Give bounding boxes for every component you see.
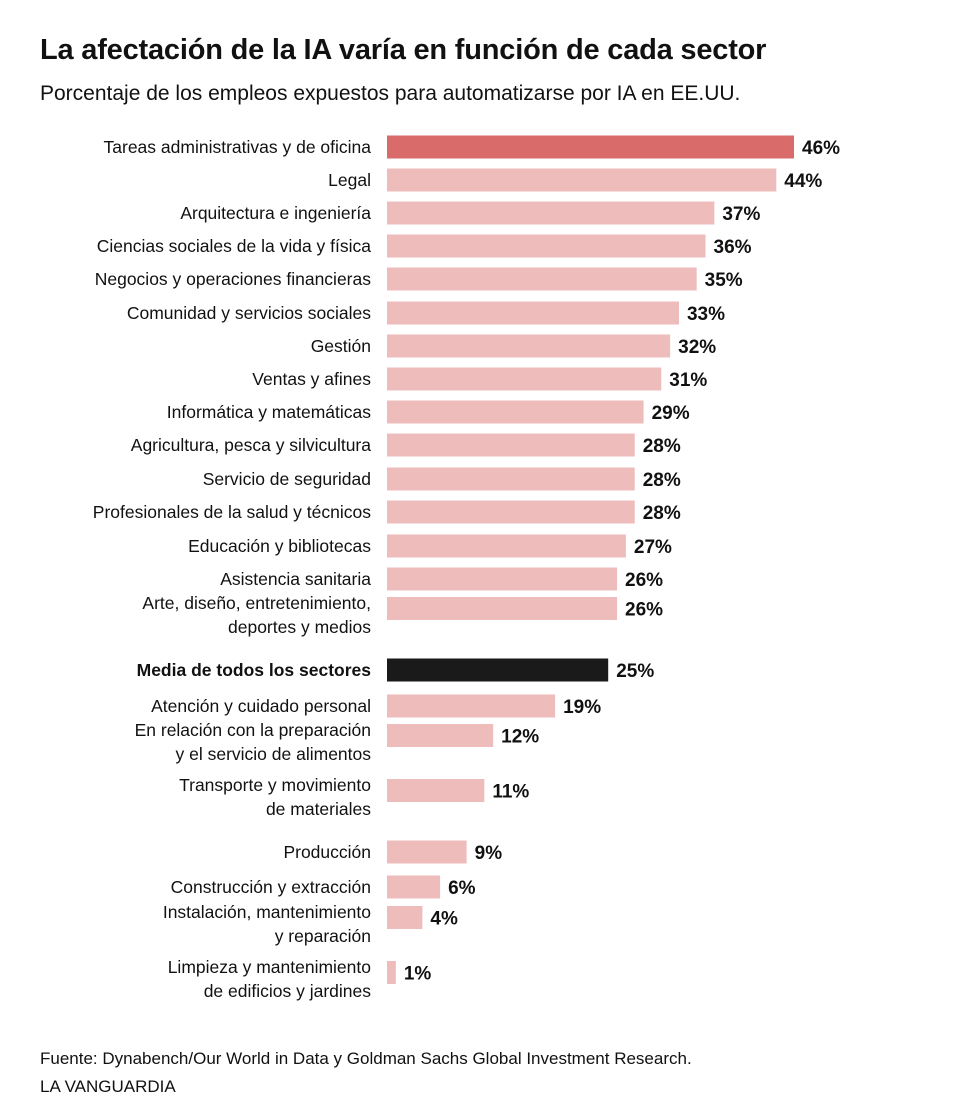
- category-label-17-0: En relación con la preparación: [135, 720, 371, 740]
- data-label-5: 33%: [687, 304, 725, 325]
- chart-subtitle: Porcentaje de los empleos expuestos para…: [40, 82, 741, 105]
- bar-11: [387, 500, 635, 524]
- bar-2: [387, 201, 715, 225]
- category-label-5-0: Comunidad y servicios sociales: [127, 303, 371, 323]
- category-label-15-0: Media de todos los sectores: [137, 660, 372, 680]
- category-label-11-0: Profesionales de la salud y técnicos: [93, 502, 371, 522]
- data-label-11: 28%: [643, 503, 681, 524]
- data-label-9: 28%: [643, 436, 681, 457]
- category-label-18-1: de materiales: [266, 799, 371, 819]
- source-note: Fuente: Dynabench/Our World in Data y Go…: [40, 1049, 692, 1068]
- data-label-22: 1%: [404, 964, 432, 985]
- data-label-10: 28%: [643, 470, 681, 491]
- data-label-1: 44%: [784, 171, 822, 192]
- bar-18: [387, 779, 485, 802]
- data-label-16: 19%: [563, 697, 601, 718]
- data-label-15: 25%: [616, 661, 654, 682]
- bar-9: [387, 433, 635, 457]
- category-label-4-0: Negocios y operaciones financieras: [95, 269, 372, 289]
- bar-4: [387, 267, 697, 291]
- data-label-13: 26%: [625, 570, 663, 591]
- data-label-4: 35%: [705, 270, 743, 291]
- category-label-17-1: y el servicio de alimentos: [176, 744, 372, 764]
- category-label-20-0: Construcción y extracción: [171, 877, 371, 897]
- category-label-0-0: Tareas administrativas y de oficina: [104, 137, 372, 157]
- data-label-19: 9%: [475, 843, 503, 864]
- bar-17: [387, 724, 494, 747]
- category-label-12-0: Educación y bibliotecas: [188, 536, 371, 556]
- category-label-14-1: deportes y medios: [228, 617, 371, 637]
- bar-1: [387, 168, 777, 192]
- category-label-22-1: de edificios y jardines: [204, 981, 372, 1001]
- category-label-1-0: Legal: [328, 170, 371, 190]
- bar-13: [387, 567, 618, 591]
- brand-name: LA VANGUARDIA: [40, 1077, 176, 1096]
- bar-21: [387, 906, 423, 929]
- data-label-8: 29%: [652, 403, 690, 424]
- category-label-9-0: Agricultura, pesca y silvicultura: [131, 435, 371, 455]
- data-label-18: 11%: [492, 782, 529, 803]
- category-label-7-0: Ventas y afines: [252, 369, 371, 389]
- category-label-22-0: Limpieza y mantenimiento: [168, 957, 371, 977]
- bar-5: [387, 301, 679, 325]
- data-label-17: 12%: [501, 727, 539, 748]
- bar-chart: 46% Tareas administrativas y de oficina 44…: [93, 135, 840, 1001]
- bar-10: [387, 467, 635, 491]
- data-label-7: 31%: [669, 370, 707, 391]
- data-label-12: 27%: [634, 537, 672, 558]
- bar-12: [387, 534, 626, 558]
- category-label-19-0: Producción: [283, 842, 371, 862]
- data-label-20: 6%: [448, 878, 476, 899]
- bar-14: [387, 597, 618, 620]
- category-label-3-0: Ciencias sociales de la vida y física: [97, 236, 372, 256]
- bar-7: [387, 367, 662, 391]
- data-label-0: 46%: [802, 138, 840, 159]
- bar-16: [387, 694, 556, 718]
- bar-19: [387, 840, 467, 864]
- data-label-2: 37%: [722, 204, 760, 225]
- category-label-14-0: Arte, diseño, entretenimiento,: [142, 593, 371, 613]
- category-label-16-0: Atención y cuidado personal: [151, 696, 371, 716]
- category-label-10-0: Servicio de seguridad: [203, 469, 371, 489]
- bar-3: [387, 234, 706, 258]
- data-label-14: 26%: [625, 600, 663, 621]
- category-label-8-0: Informática y matemáticas: [167, 402, 371, 422]
- bar-average: [387, 658, 609, 682]
- bar-6: [387, 334, 671, 358]
- data-label-3: 36%: [714, 237, 752, 258]
- data-label-21: 4%: [430, 909, 458, 930]
- data-label-6: 32%: [678, 337, 716, 358]
- category-label-21-0: Instalación, mantenimiento: [163, 902, 371, 922]
- bar-22: [387, 961, 396, 984]
- category-label-13-0: Asistencia sanitaria: [220, 569, 371, 589]
- category-label-21-1: y reparación: [275, 926, 371, 946]
- category-label-2-0: Arquitectura e ingeniería: [180, 203, 371, 223]
- bar-8: [387, 400, 644, 424]
- bar-20: [387, 875, 441, 899]
- chart-title: La afectación de la IA varía en función …: [40, 34, 767, 66]
- category-label-18-0: Transporte y movimiento: [179, 775, 371, 795]
- category-label-6-0: Gestión: [311, 336, 371, 356]
- bar-0: [387, 135, 794, 159]
